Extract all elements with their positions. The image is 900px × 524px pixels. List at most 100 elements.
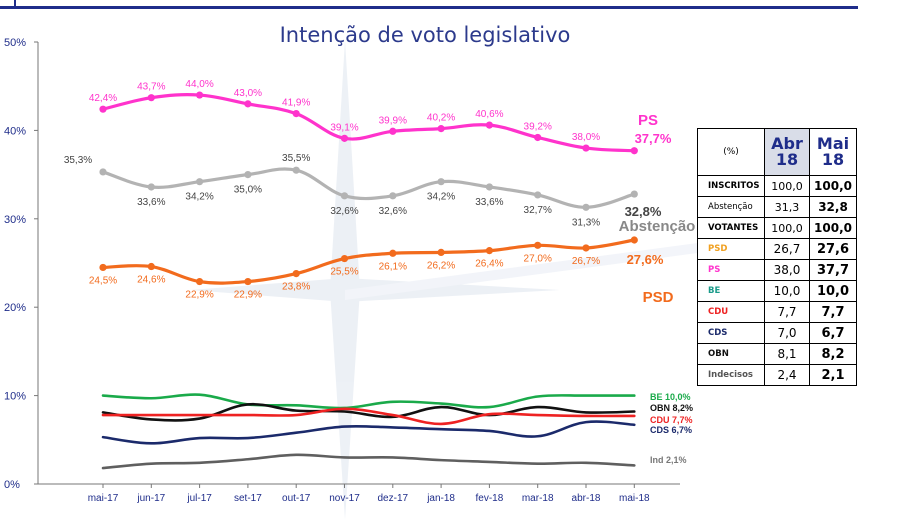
data-label-absteno: 32,6% <box>330 206 358 217</box>
table-header-col2: Mai 18 <box>809 128 857 176</box>
end-label-cds: CDS 6,7% <box>650 425 692 435</box>
end-label-ind: Ind 2,1% <box>650 455 687 465</box>
table-row: VOTANTES 100,0 100,0 <box>697 217 857 239</box>
series-line-psd <box>101 238 636 285</box>
table-cell-col1: 8,1 <box>764 343 810 365</box>
point-absteno <box>485 183 493 191</box>
data-label-ps: 40,6% <box>475 109 503 120</box>
point-absteno <box>340 192 349 200</box>
data-label-absteno: 35,3% <box>64 155 92 166</box>
table-row-label: VOTANTES <box>697 217 765 239</box>
data-label-ps: 40,2% <box>427 113 455 124</box>
data-label-psd: 25,5% <box>330 267 358 278</box>
end-label-cdu: CDU 7,7% <box>650 415 693 425</box>
point-absteno <box>534 191 542 199</box>
y-tick-label: 40% <box>4 125 26 137</box>
x-tick-label: dez-17 <box>378 493 409 504</box>
table-row-label: PS <box>697 259 765 281</box>
table-cell-col2: 100,0 <box>809 175 857 197</box>
table-cell-col1: 7,0 <box>764 322 810 344</box>
series-line-absteno <box>101 167 636 209</box>
data-label-ps: 43,0% <box>234 88 262 99</box>
point-psd <box>99 263 107 272</box>
end-label-obn: OBN 8,2% <box>650 403 693 413</box>
point-psd <box>485 247 493 255</box>
point-absteno <box>99 168 107 176</box>
x-tick-label: mai-18 <box>619 493 650 504</box>
table-cell-col1: 10,0 <box>764 280 810 302</box>
data-label-psd: 27,0% <box>524 253 552 264</box>
series-line-be <box>101 393 636 410</box>
data-label-absteno: 32,6% <box>379 206 407 217</box>
x-tick-label: set-17 <box>234 493 262 504</box>
point-psd <box>534 241 542 249</box>
data-label-psd: 22,9% <box>185 290 213 301</box>
table-row-label: BE <box>697 280 765 302</box>
series-line-cds <box>101 420 636 445</box>
data-label-psd: 26,7% <box>572 256 600 267</box>
axes: 0% 10% 20% 30% 40% 50% mai-17 jun-17 jul-17 set-1… <box>4 37 680 504</box>
y-tick-label: 10% <box>4 391 26 403</box>
corner-line <box>0 0 16 8</box>
point-psd <box>630 236 638 244</box>
point-ps <box>437 125 445 133</box>
point-ps <box>340 134 349 142</box>
x-tick-label: mar-18 <box>522 493 554 504</box>
callout-name-psd: PSD <box>643 289 674 306</box>
table-cell-col1: 26,7 <box>764 238 810 260</box>
series-line-ind <box>101 453 636 470</box>
data-label-ps: 41,9% <box>282 98 310 109</box>
series-line-obn <box>101 402 636 422</box>
point-absteno <box>292 166 300 174</box>
x-tick-label: jun-17 <box>136 493 165 504</box>
callout-name-absteno: Abstenção <box>619 218 696 235</box>
y-tick-label: 50% <box>4 37 26 49</box>
callout-name-ps: PS <box>638 112 658 129</box>
point-ps <box>534 133 542 142</box>
y-tick-label: 0% <box>4 479 20 491</box>
table-body: INSCRITOS 100,0 100,0 Abstenção 31,3 32,8 VOTA… <box>697 175 857 386</box>
data-label-psd: 22,9% <box>234 290 262 301</box>
labels-layer: 42,4% 43,7% 44,0% 43,0% 41,9% 39,1% 39,9% 40,2%… <box>64 79 696 465</box>
point-psd <box>196 277 204 286</box>
x-tick-label: out-17 <box>282 493 311 504</box>
x-tick-label: nov-17 <box>329 493 360 504</box>
data-label-absteno: 35,5% <box>282 153 310 164</box>
table-cell-col1: 31,3 <box>764 196 810 218</box>
point-ps <box>292 110 300 118</box>
data-label-psd: 24,5% <box>89 275 117 286</box>
table-header-col1: Abr 18 <box>764 128 810 176</box>
data-label-absteno: 35,0% <box>234 185 262 196</box>
table-row-label: CDU <box>697 301 765 323</box>
callout-value-ps: 37,7% <box>635 131 672 146</box>
table-cell-col2: 100,0 <box>809 217 857 239</box>
table-row-label: OBN <box>697 343 765 365</box>
table-row: PS 38,0 37,7 <box>697 259 857 281</box>
point-absteno <box>196 178 204 186</box>
table-row: CDU 7,7 7,7 <box>697 301 857 323</box>
data-label-psd: 26,2% <box>427 260 455 271</box>
summary-table: (%) Abr 18 Mai 18 INSCRITOS 100,0 100,0 Abste… <box>697 128 857 386</box>
table-row: PSD 26,7 27,6 <box>697 238 857 260</box>
table-row: INSCRITOS 100,0 100,0 <box>697 175 857 197</box>
data-label-ps: 39,2% <box>524 121 552 132</box>
x-tick-label: jul-17 <box>186 493 212 504</box>
table-row-label: CDS <box>697 322 765 344</box>
chart-title: Intenção de voto legislativo <box>280 23 571 47</box>
data-label-absteno: 31,3% <box>572 217 600 228</box>
series-line-cdu <box>101 407 636 426</box>
table-header-unit: (%) <box>697 128 765 176</box>
data-label-psd: 26,4% <box>475 259 503 270</box>
data-label-psd: 26,1% <box>379 261 407 272</box>
table-cell-col2: 6,7 <box>809 322 857 344</box>
x-tick-label: abr-18 <box>572 493 601 504</box>
table-row: Indecisos 2,4 2,1 <box>697 364 857 386</box>
table-cell-col2: 32,8 <box>809 196 857 218</box>
point-ps <box>99 105 107 113</box>
table-cell-col2: 10,0 <box>809 280 857 302</box>
table-cell-col2: 7,7 <box>809 301 857 323</box>
y-tick-label: 20% <box>4 302 26 314</box>
point-psd <box>244 277 252 286</box>
data-label-absteno: 33,6% <box>137 197 165 208</box>
